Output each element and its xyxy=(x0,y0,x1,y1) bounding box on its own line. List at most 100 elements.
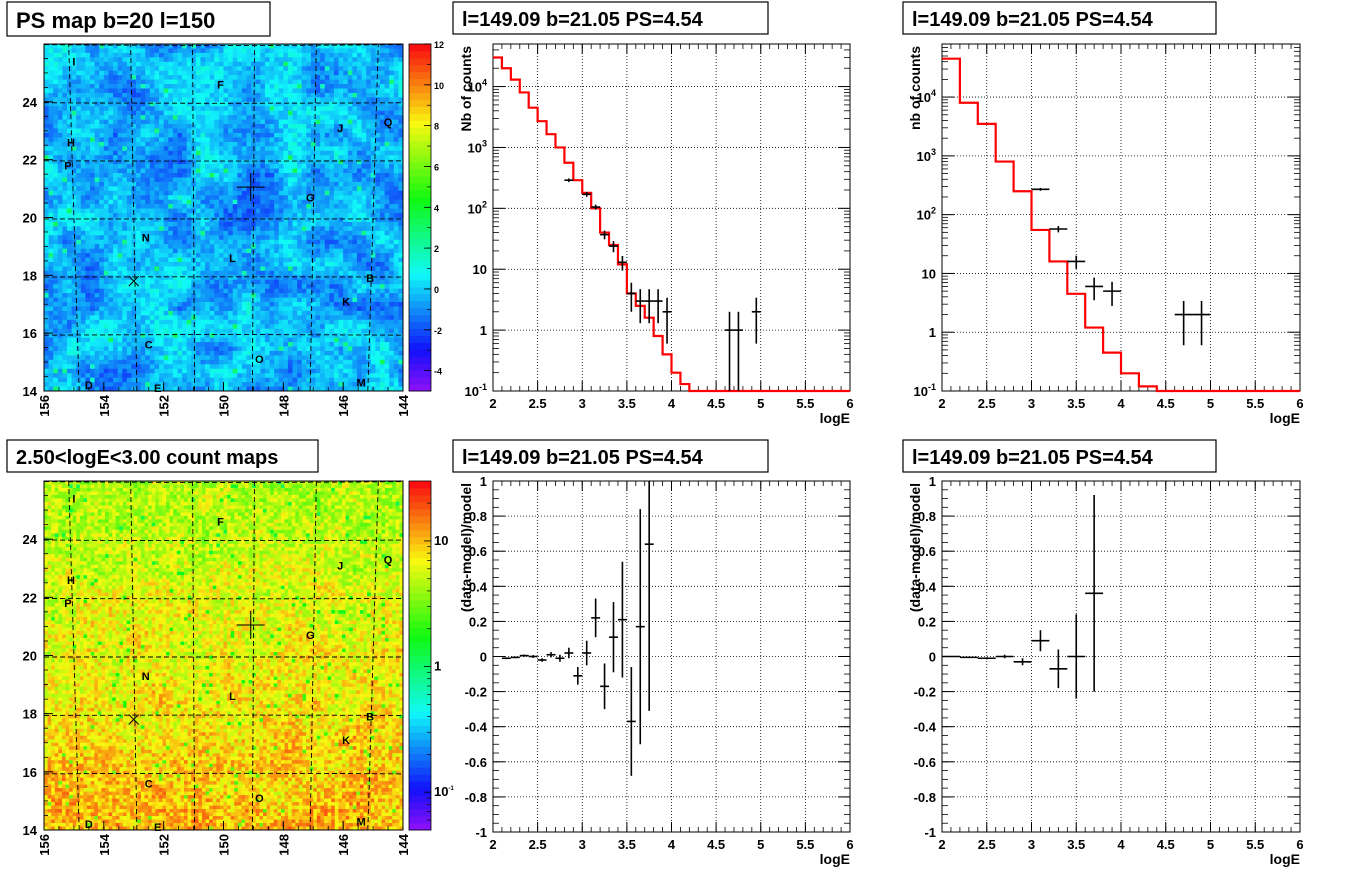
heatmap-cell xyxy=(145,92,151,98)
heatmap-cell xyxy=(338,235,344,241)
heatmap-cell xyxy=(159,221,165,227)
heatmap-cell xyxy=(338,61,344,67)
heatmap-cell xyxy=(85,199,91,205)
heatmap-cell xyxy=(186,101,192,107)
heatmap-cell xyxy=(237,115,243,121)
heatmap-cell xyxy=(99,84,105,89)
heatmap-cell xyxy=(315,213,321,218)
heatmap-cell xyxy=(264,319,270,325)
heatmap-cell xyxy=(76,146,82,152)
heatmap-cell xyxy=(80,150,86,156)
heatmap-cell xyxy=(186,217,192,223)
heatmap-cell xyxy=(260,181,266,187)
heatmap-cell xyxy=(159,119,165,125)
heatmap-cell xyxy=(343,226,349,232)
heatmap-cell xyxy=(228,208,234,214)
heatmap-cell xyxy=(283,270,289,276)
heatmap-cell xyxy=(108,310,114,316)
heatmap-cell xyxy=(57,141,63,147)
heatmap-cell xyxy=(292,239,298,245)
heatmap-cell xyxy=(356,88,362,94)
heatmap-cell xyxy=(108,92,114,98)
heatmap-cell xyxy=(366,266,372,272)
heatmap-cell xyxy=(113,84,119,89)
heatmap-cell xyxy=(356,75,362,80)
heatmap-cell xyxy=(241,79,247,85)
heatmap-cell xyxy=(379,57,385,63)
heatmap-cell xyxy=(237,217,243,223)
heatmap-cell xyxy=(195,213,201,218)
heatmap-cell xyxy=(287,279,293,285)
heatmap-cell xyxy=(122,110,128,116)
heatmap-cell xyxy=(315,155,321,161)
heatmap-cell xyxy=(177,266,183,272)
heatmap-cell xyxy=(292,101,298,107)
heatmap-cell xyxy=(292,110,298,116)
heatmap-cell xyxy=(195,132,201,138)
heatmap-cell xyxy=(140,75,146,80)
heatmap-cell xyxy=(99,173,105,178)
heatmap-cell xyxy=(168,302,174,307)
heatmap-cell xyxy=(320,48,326,54)
heatmap-cell xyxy=(90,324,96,330)
heatmap-cell xyxy=(333,244,339,250)
heatmap-cell xyxy=(154,266,160,272)
heatmap-cell xyxy=(264,97,270,103)
heatmap-cell xyxy=(246,44,252,49)
heatmap-cell xyxy=(237,213,243,218)
heatmap-cell xyxy=(76,186,82,192)
heatmap-cell xyxy=(85,230,91,236)
heatmap-cell xyxy=(352,106,358,112)
heatmap-cell xyxy=(57,88,63,94)
heatmap-cell xyxy=(356,115,362,121)
heatmap-cell xyxy=(352,57,358,63)
heatmap-cell xyxy=(71,319,77,325)
heatmap-cell xyxy=(274,288,280,294)
heatmap-cell xyxy=(182,137,188,143)
heatmap-cell xyxy=(228,284,234,290)
heatmap-cell xyxy=(67,297,73,303)
heatmap-cell xyxy=(379,61,385,67)
heatmap-cell xyxy=(80,302,86,307)
heatmap-cell xyxy=(306,52,312,58)
heatmap-cell xyxy=(389,244,395,250)
heatmap-cell xyxy=(366,293,372,298)
heatmap-cell xyxy=(85,306,91,312)
heatmap-cell xyxy=(71,261,77,267)
heatmap-cell xyxy=(292,48,298,54)
heatmap-cell xyxy=(44,217,49,223)
heatmap-cell xyxy=(218,235,224,241)
heatmap-cell xyxy=(338,44,344,49)
heatmap-cell xyxy=(324,110,330,116)
heatmap-cell xyxy=(94,155,100,161)
heatmap-cell xyxy=(122,66,128,72)
heatmap-cell xyxy=(126,168,132,174)
heatmap-cell xyxy=(85,297,91,303)
heatmap-cell xyxy=(260,253,266,258)
heatmap-cell xyxy=(223,324,229,330)
heatmap-cell xyxy=(218,79,224,85)
heatmap-cell xyxy=(306,319,312,325)
heatmap-cell xyxy=(264,155,270,161)
heatmap-cell xyxy=(168,150,174,156)
heatmap-cell xyxy=(182,150,188,156)
heatmap-cell xyxy=(140,248,146,254)
heatmap-cell xyxy=(205,92,211,98)
heatmap-cell xyxy=(99,217,105,223)
heatmap-cell xyxy=(182,195,188,201)
heatmap-cell xyxy=(306,146,312,152)
heatmap-cell xyxy=(264,270,270,276)
heatmap-cell xyxy=(149,235,155,241)
heatmap-cell xyxy=(71,164,77,169)
heatmap-cell xyxy=(57,204,63,209)
heatmap-cell xyxy=(85,128,91,134)
heatmap-cell xyxy=(67,230,73,236)
heatmap-cell xyxy=(292,235,298,241)
heatmap-cell xyxy=(315,181,321,187)
heatmap-cell xyxy=(352,137,358,143)
heatmap-cell xyxy=(76,52,82,58)
heatmap-cell xyxy=(338,57,344,63)
heatmap-cell xyxy=(140,208,146,214)
heatmap-cell xyxy=(297,173,303,178)
heatmap-cell xyxy=(149,115,155,121)
